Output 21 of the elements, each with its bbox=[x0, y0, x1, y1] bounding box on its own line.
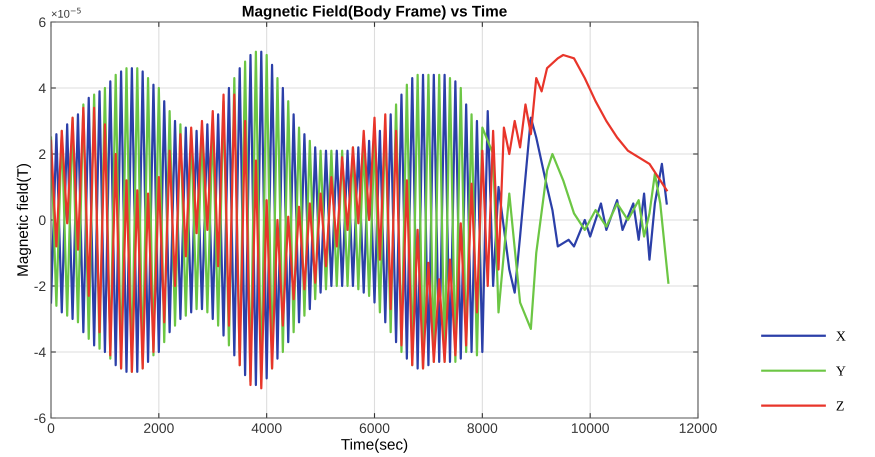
x-tick-label: 6000 bbox=[360, 423, 390, 434]
chart-title: Magnetic Field(Body Frame) vs Time bbox=[242, 5, 507, 20]
text: ×10$^{−5}$ bbox=[52, 8, 81, 18]
y-tick-label: 0 bbox=[38, 215, 46, 226]
legend-label: X bbox=[836, 332, 846, 341]
x-tick-label: 10000 bbox=[572, 423, 609, 434]
x-tick-label: 0 bbox=[48, 423, 54, 434]
x-tick-label: 12000 bbox=[680, 423, 717, 434]
y-tick-label: 4 bbox=[38, 83, 46, 94]
y-axis-title: Magnetic field(T) bbox=[16, 164, 32, 276]
y-tick-label: -6 bbox=[34, 413, 46, 424]
x-tick-label: 2000 bbox=[144, 423, 174, 434]
x-axis-title: Time(sec) bbox=[341, 438, 408, 453]
legend-label: Z bbox=[836, 401, 844, 410]
y-tick-label: 6 bbox=[39, 17, 46, 28]
x-tick-label: 4000 bbox=[252, 423, 282, 434]
x-tick-label: 8000 bbox=[467, 423, 498, 434]
y-tick-label: 2 bbox=[39, 149, 46, 160]
y-tick-label: -4 bbox=[34, 347, 46, 358]
y-tick-label: -2 bbox=[34, 281, 46, 292]
legend-label: Y bbox=[836, 366, 846, 376]
